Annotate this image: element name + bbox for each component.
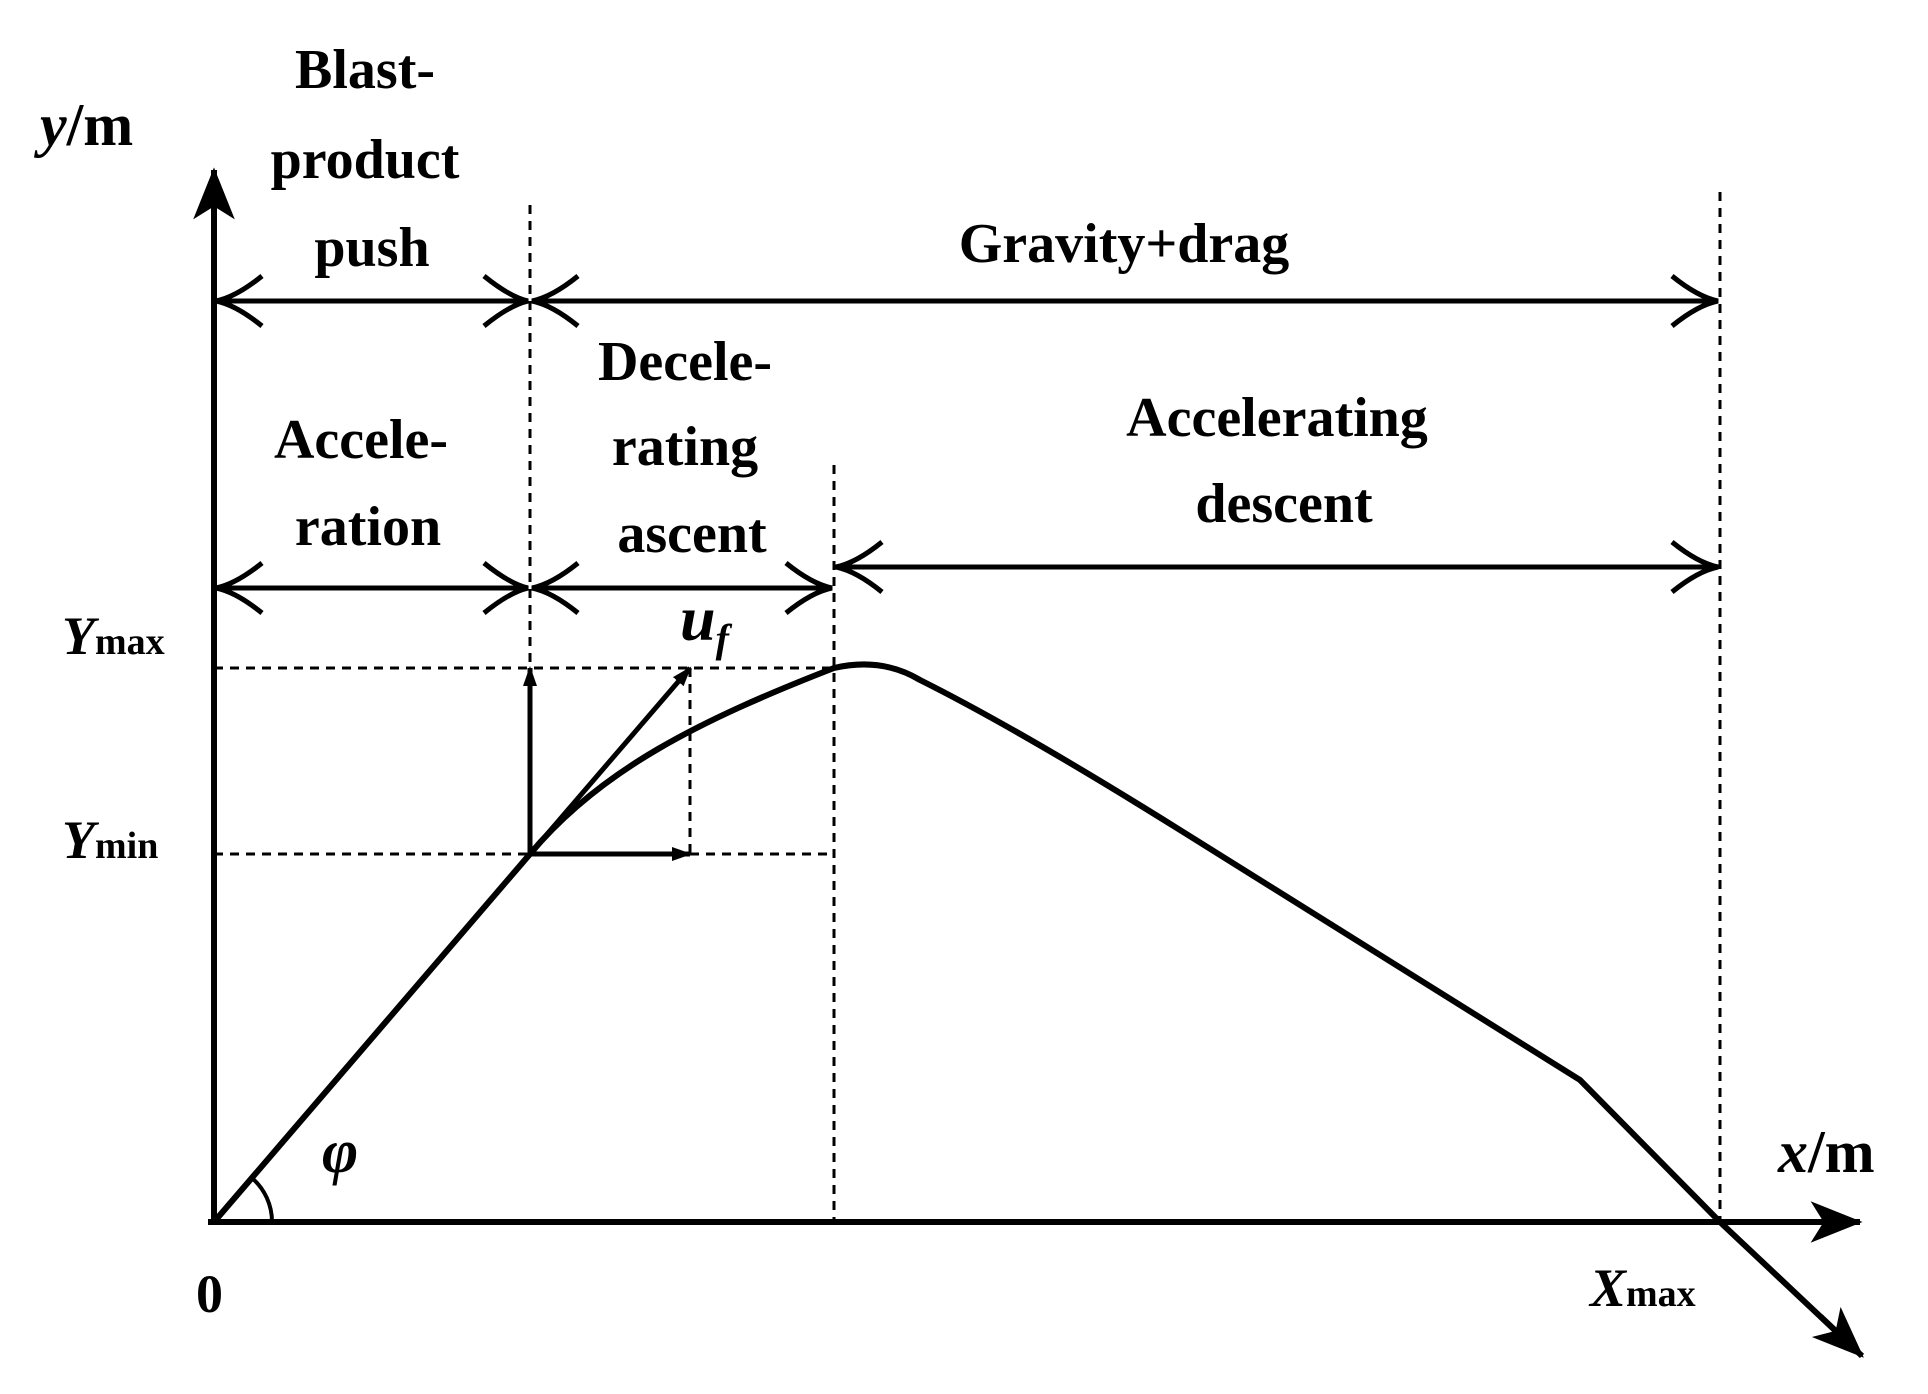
span-decelerating-ascent — [531, 561, 833, 615]
velocity-label: uf — [680, 583, 733, 661]
trajectory-curve — [211, 661, 1861, 1355]
span-accelerating-descent — [835, 540, 1719, 594]
phase-label-decelerating-ascent: Decele- rating ascent — [598, 331, 786, 565]
ymin-label: Ymin — [62, 810, 158, 870]
launch-angle-label: φ — [322, 1118, 358, 1186]
y-axis-label: y/m — [34, 92, 133, 158]
launch-angle-arc — [250, 1176, 275, 1223]
span-blast-push — [215, 274, 529, 328]
origin-label: 0 — [196, 1264, 223, 1324]
ymax-label: Ymax — [62, 606, 165, 666]
span-acceleration — [215, 561, 529, 615]
xmax-label: Xmax — [1588, 1258, 1696, 1318]
trajectory-end-arrow — [1811, 1306, 1865, 1359]
phase-label-acceleration: Accele- ration — [274, 409, 462, 558]
x-axis-label: x/m — [1777, 1119, 1875, 1185]
phase-label-blast-push: Blast- product push — [271, 39, 474, 279]
phase-label-accelerating-descent: Accelerating descent — [1126, 387, 1442, 535]
phase-label-gravity-drag: Gravity+drag — [959, 213, 1290, 275]
span-gravity-drag — [531, 274, 1719, 328]
velocity-resultant-arrow — [528, 666, 692, 856]
